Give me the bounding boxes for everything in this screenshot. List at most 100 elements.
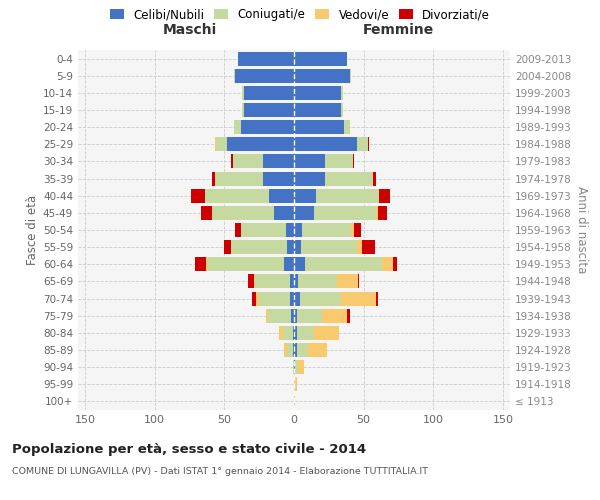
Bar <box>290 292 294 306</box>
Bar <box>256 292 259 306</box>
Text: Maschi: Maschi <box>163 24 217 38</box>
Bar <box>283 326 293 340</box>
Bar <box>294 274 298 288</box>
Bar <box>242 103 244 117</box>
Bar <box>294 360 295 374</box>
Bar <box>231 240 287 254</box>
Bar <box>268 308 291 322</box>
Bar <box>294 103 341 117</box>
Y-axis label: Fasce di età: Fasce di età <box>26 195 39 265</box>
Bar <box>254 274 255 288</box>
Bar <box>322 308 347 322</box>
Bar <box>205 188 269 202</box>
Bar <box>234 120 241 134</box>
Bar <box>263 154 294 168</box>
Bar <box>252 292 256 306</box>
Bar <box>269 188 294 202</box>
Bar <box>294 172 325 185</box>
Bar <box>241 223 286 237</box>
Bar <box>287 240 294 254</box>
Bar <box>294 240 301 254</box>
Bar <box>298 360 304 374</box>
Bar <box>350 68 351 82</box>
Bar <box>293 343 294 357</box>
Bar <box>212 172 215 185</box>
Bar <box>341 86 343 100</box>
Bar <box>314 326 338 340</box>
Bar <box>284 258 294 272</box>
Bar <box>208 258 284 272</box>
Bar <box>291 308 294 322</box>
Bar <box>238 52 294 66</box>
Bar <box>241 120 294 134</box>
Bar <box>231 154 233 168</box>
Bar <box>290 274 294 288</box>
Bar <box>337 274 358 288</box>
Bar <box>242 86 244 100</box>
Bar <box>358 274 359 288</box>
Bar <box>379 188 390 202</box>
Bar <box>294 52 347 66</box>
Bar <box>244 103 294 117</box>
Bar <box>299 292 341 306</box>
Bar <box>294 188 316 202</box>
Bar <box>308 343 328 357</box>
Bar <box>373 172 376 185</box>
Bar <box>357 138 368 151</box>
Bar <box>368 138 369 151</box>
Bar <box>357 240 362 254</box>
Bar <box>294 68 350 82</box>
Bar <box>301 240 357 254</box>
Bar <box>248 274 254 288</box>
Y-axis label: Anni di nascita: Anni di nascita <box>575 186 588 274</box>
Bar <box>244 86 294 100</box>
Text: Popolazione per età, sesso e stato civile - 2014: Popolazione per età, sesso e stato civil… <box>12 442 366 456</box>
Text: Femmine: Femmine <box>363 24 434 38</box>
Bar <box>191 188 205 202</box>
Bar <box>212 206 274 220</box>
Bar <box>259 292 290 306</box>
Bar <box>341 103 343 117</box>
Bar <box>206 258 208 272</box>
Bar <box>215 138 216 151</box>
Bar <box>286 223 294 237</box>
Bar <box>314 206 376 220</box>
Bar <box>295 360 298 374</box>
Bar <box>325 172 373 185</box>
Bar <box>195 258 206 272</box>
Bar <box>293 360 294 374</box>
Bar <box>200 206 212 220</box>
Bar <box>233 154 263 168</box>
Bar <box>294 86 341 100</box>
Bar <box>294 154 325 168</box>
Bar <box>362 240 375 254</box>
Bar <box>294 343 297 357</box>
Bar <box>294 326 297 340</box>
Bar <box>294 206 314 220</box>
Bar <box>294 223 302 237</box>
Bar <box>255 274 290 288</box>
Bar <box>344 120 350 134</box>
Bar <box>341 292 376 306</box>
Bar <box>235 68 294 82</box>
Bar <box>298 274 337 288</box>
Bar <box>235 223 241 237</box>
Bar <box>377 206 388 220</box>
Bar <box>297 343 308 357</box>
Bar <box>382 258 393 272</box>
Bar <box>294 258 305 272</box>
Bar <box>224 240 231 254</box>
Bar <box>305 258 382 272</box>
Bar <box>294 292 299 306</box>
Legend: Celibi/Nubili, Coniugati/e, Vedovi/e, Divorziati/e: Celibi/Nubili, Coniugati/e, Vedovi/e, Di… <box>110 8 490 22</box>
Bar <box>354 223 361 237</box>
Bar <box>293 326 294 340</box>
Bar <box>287 343 293 357</box>
Bar <box>234 68 235 82</box>
Bar <box>353 154 354 168</box>
Text: COMUNE DI LUNGAVILLA (PV) - Dati ISTAT 1° gennaio 2014 - Elaborazione TUTTITALIA: COMUNE DI LUNGAVILLA (PV) - Dati ISTAT 1… <box>12 468 428 476</box>
Bar <box>215 172 263 185</box>
Bar <box>294 394 295 408</box>
Bar <box>297 326 314 340</box>
Bar <box>393 258 397 272</box>
